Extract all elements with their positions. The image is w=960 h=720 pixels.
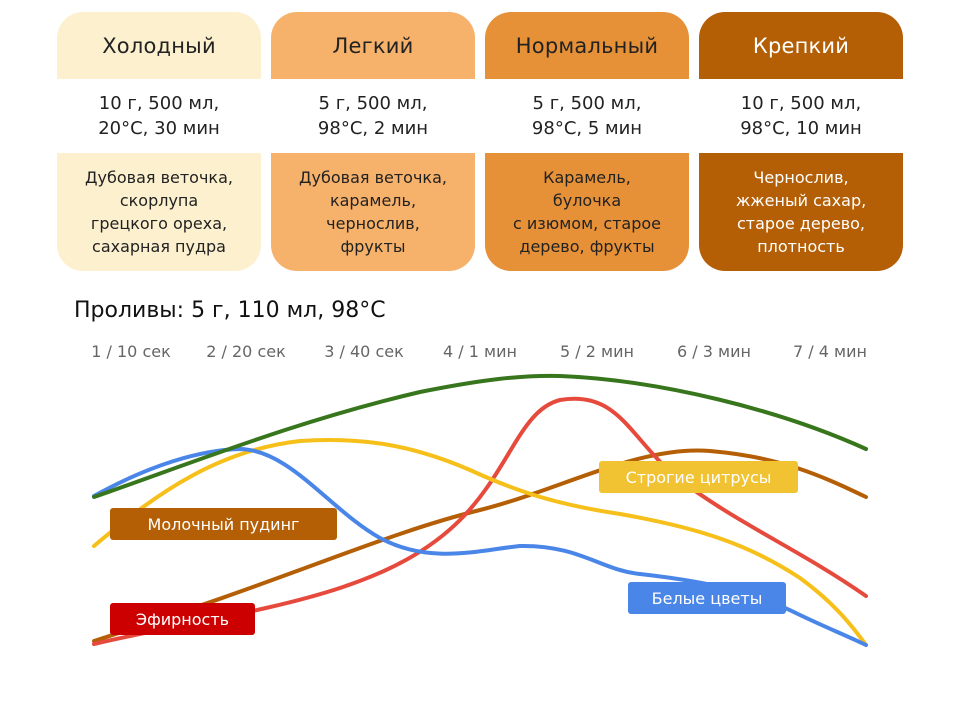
card-notes: Чернослив, жженый сахар, старое дерево, … (735, 168, 867, 256)
curve-citrus (92, 437, 868, 647)
card-notes: Дубовая веточка, скорлупа грецкого ореха… (85, 168, 233, 256)
label-milk-pudding: Молочный пудинг (110, 508, 337, 540)
step-label: 6 / 3 мин (677, 342, 751, 361)
card-title: Нормальный (515, 33, 659, 58)
card-title: Крепкий (752, 33, 850, 58)
card-cold: Холодный 10 г, 500 мл, 20°C, 30 мин Дубо… (57, 12, 261, 271)
curve-green (92, 373, 868, 499)
card-notes: Дубовая веточка, карамель, чернослив, фр… (299, 168, 447, 256)
infusions-title: Проливы: 5 г, 110 мл, 98°C (74, 298, 386, 323)
card-params: 10 г, 500 мл, 98°C, 10 мин (699, 79, 903, 153)
card-light: Легкий 5 г, 500 мл, 98°C, 2 мин Дубовая … (271, 12, 475, 271)
card-title: Легкий (332, 33, 414, 58)
card-title: Холодный (102, 33, 216, 58)
step-label: 7 / 4 мин (793, 342, 867, 361)
card-normal: Нормальный 5 г, 500 мл, 98°C, 5 мин Кара… (485, 12, 689, 271)
label-white-flowers: Белые цветы (628, 582, 786, 614)
step-label: 3 / 40 сек (324, 342, 404, 361)
card-params: 5 г, 500 мл, 98°C, 2 мин (271, 79, 475, 153)
card-notes: Карамель, булочка с изюмом, старое дерев… (512, 168, 662, 256)
step-label: 4 / 1 мин (443, 342, 517, 361)
card-params: 10 г, 500 мл, 20°C, 30 мин (57, 79, 261, 153)
card-strong: Крепкий 10 г, 500 мл, 98°C, 10 мин Черно… (699, 12, 903, 271)
curve-ethereal (92, 396, 868, 646)
label-citrus: Строгие цитрусы (599, 461, 798, 493)
label-ethereal: Эфирность (110, 603, 255, 635)
step-label: 2 / 20 сек (206, 342, 286, 361)
infusion-steps: 1 / 10 сек 2 / 20 сек 3 / 40 сек 4 / 1 м… (0, 342, 960, 366)
step-label: 1 / 10 сек (91, 342, 171, 361)
card-params: 5 г, 500 мл, 98°C, 5 мин (485, 79, 689, 153)
step-label: 5 / 2 мин (560, 342, 634, 361)
